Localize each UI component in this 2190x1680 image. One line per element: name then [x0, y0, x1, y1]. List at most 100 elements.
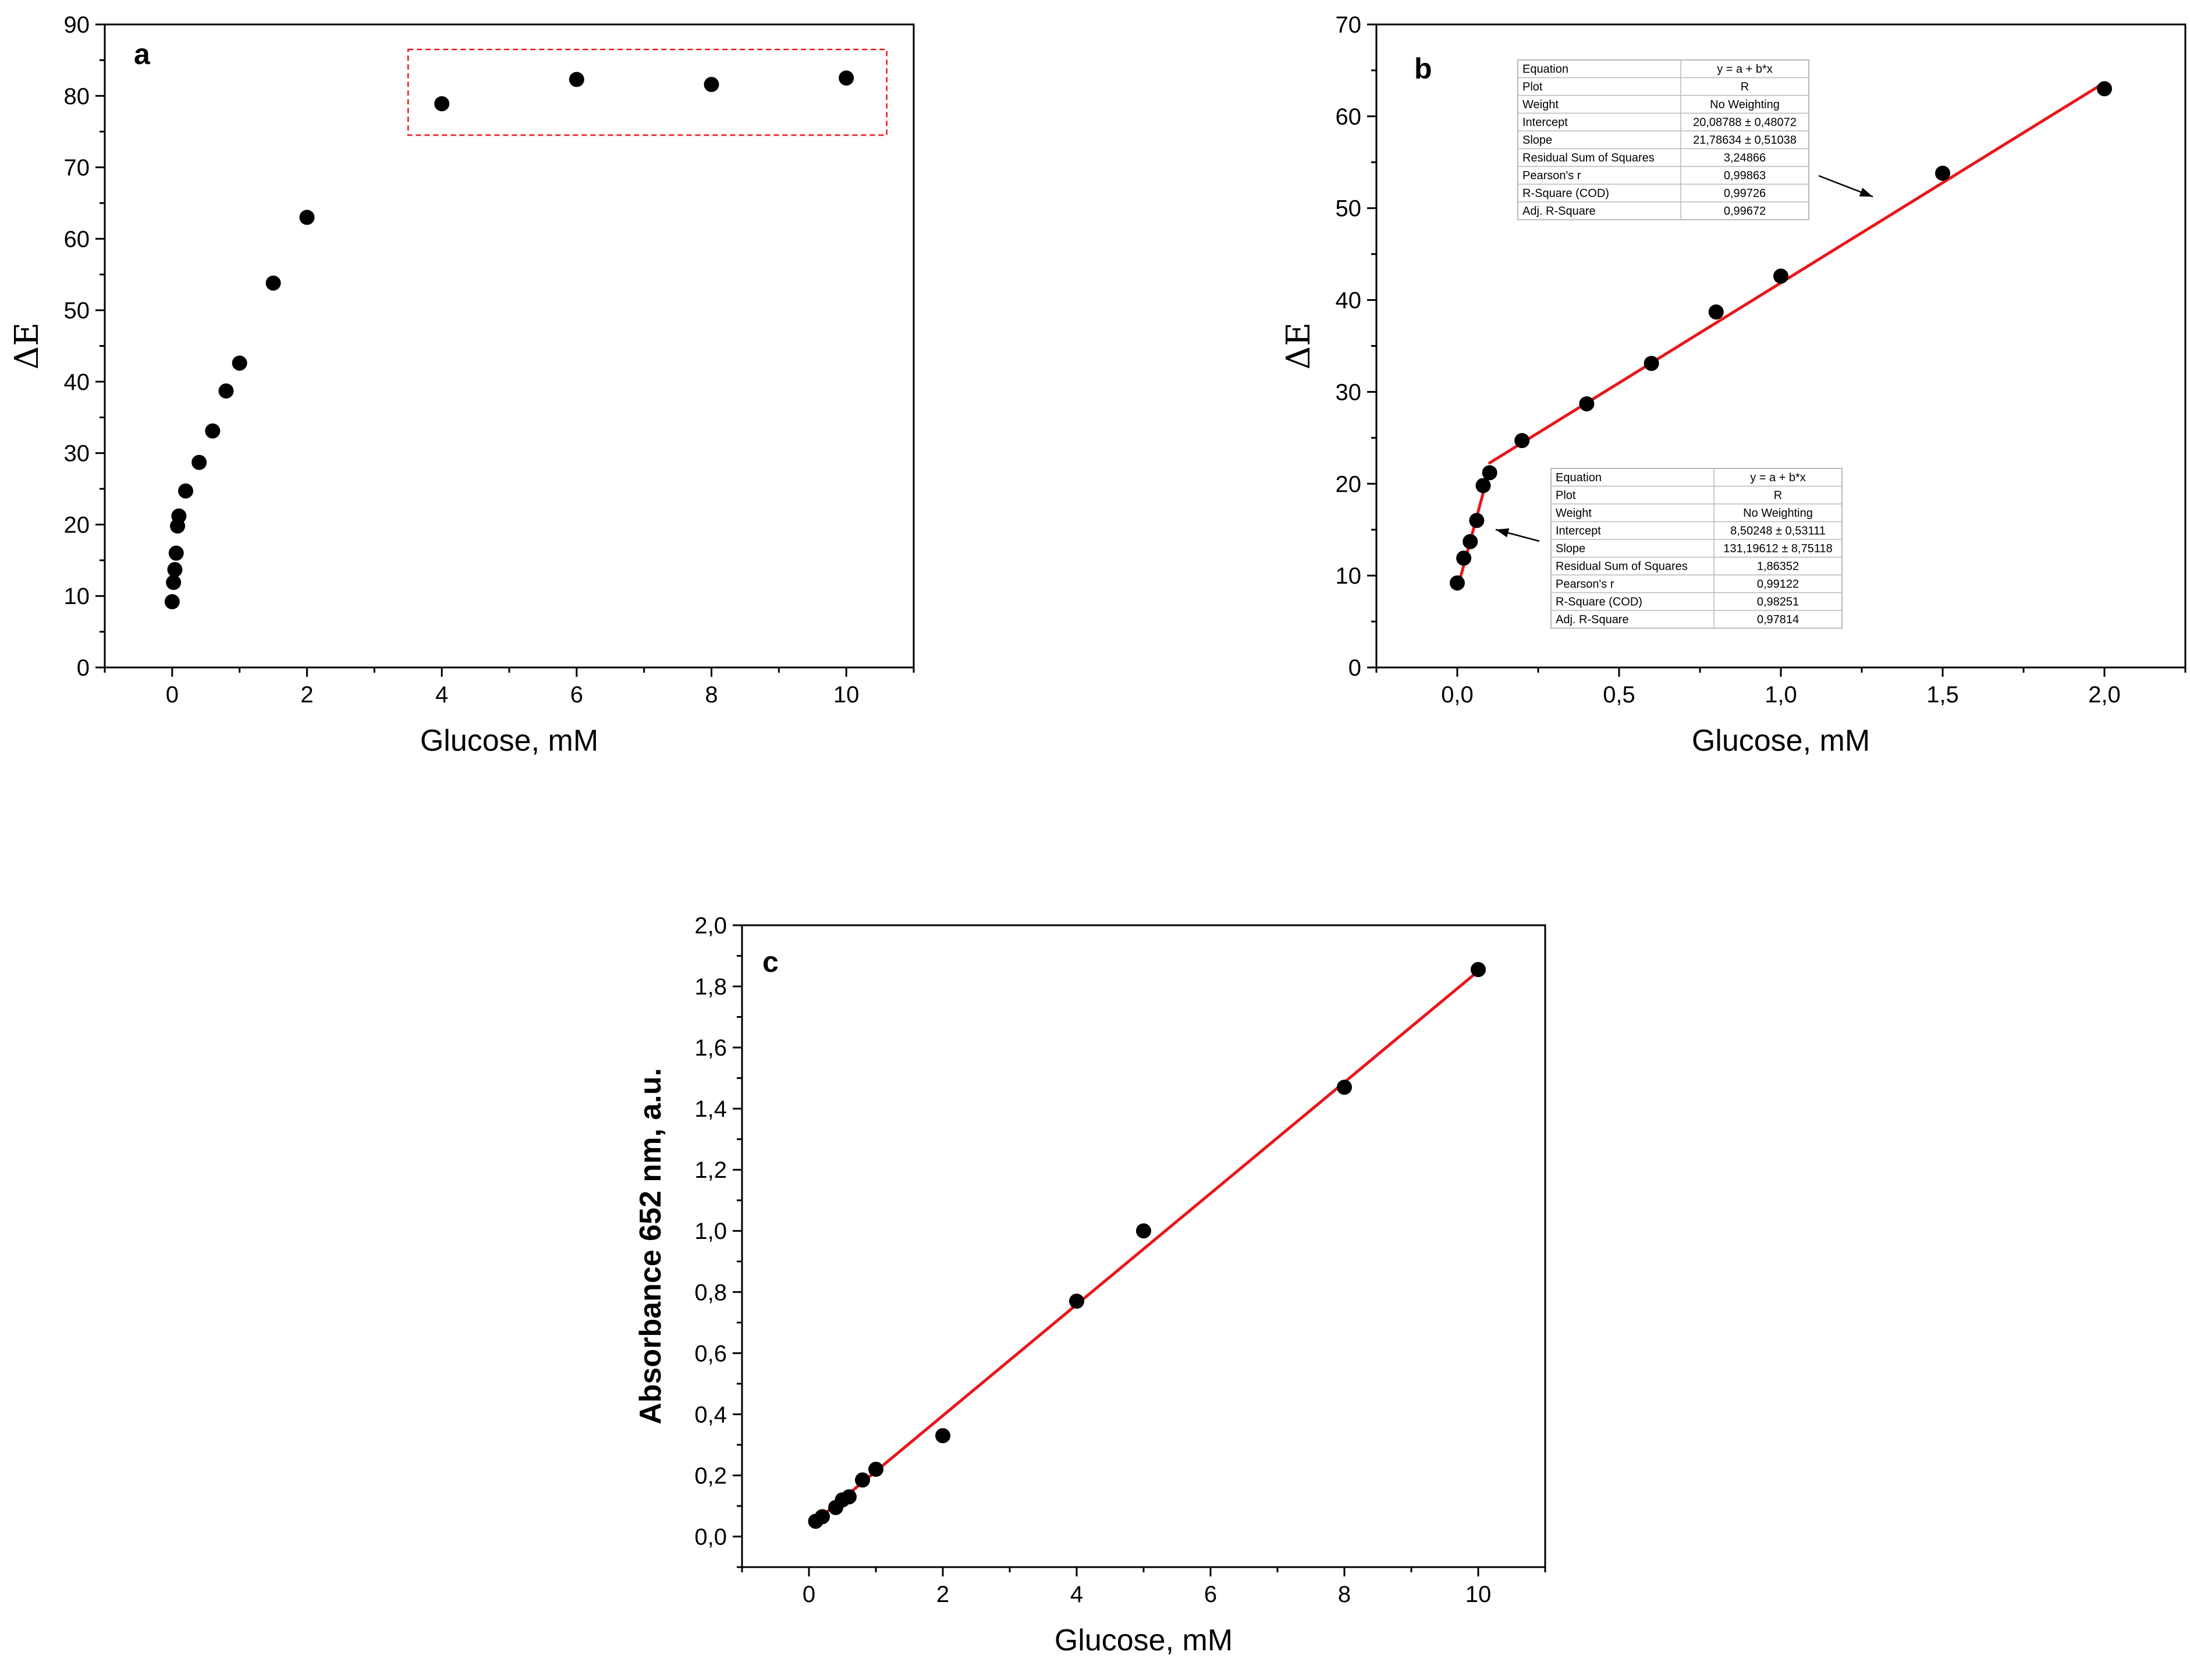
panel-label: a	[134, 38, 151, 70]
data-point	[265, 275, 281, 291]
y-axis-label: Absorbance 652 nm, a.u.	[634, 1068, 668, 1425]
panel-c-chart: 0 2 4 6 8 10 0,0 0,2 0,4 0,6 0,8 1,0 1,2 1,4 1,6 1,8 2,0…	[634, 913, 1546, 1657]
y-tick-label: 50	[1336, 196, 1362, 222]
fit-table-value: No Weighting	[1710, 98, 1780, 111]
data-point	[171, 508, 187, 524]
fit-table-key: Slope	[1556, 542, 1585, 555]
fit-table-key: Slope	[1522, 134, 1552, 147]
plot-frame	[104, 23, 915, 669]
x-tick-label: 4	[1070, 1582, 1083, 1607]
x-tick-label: 0,5	[1603, 682, 1635, 708]
highlight-dashed-box	[407, 48, 888, 136]
panel-label: b	[1414, 52, 1432, 85]
data-point	[569, 72, 584, 87]
data-point	[1463, 534, 1478, 549]
fit-table-key: Residual Sum of Squares	[1556, 560, 1688, 573]
y-tick-label: 90	[64, 12, 90, 38]
fit-table	[1550, 468, 1843, 629]
data-point	[839, 70, 854, 86]
x-tick-label: 8	[705, 682, 718, 708]
x-tick-label: 4	[435, 682, 448, 708]
data-point	[1708, 304, 1724, 320]
fit-table-value: 0,99863	[1724, 169, 1766, 182]
data-point	[434, 96, 450, 112]
fit-table-key: Equation	[1522, 63, 1568, 76]
data-point	[166, 574, 182, 590]
data-point	[1935, 165, 1950, 181]
data-point	[1450, 575, 1465, 591]
fit-table-value: R	[1774, 489, 1782, 502]
fit-table-value: 3,24866	[1724, 152, 1766, 165]
fit-line	[814, 969, 1480, 1523]
y-tick-label: 30	[64, 441, 90, 467]
y-tick-label: 60	[1336, 104, 1362, 130]
y-tick-label: 0,0	[694, 1524, 727, 1550]
x-axis-label: Glucose, mM	[1692, 724, 1870, 758]
fit-table-key: Weight	[1556, 507, 1592, 520]
data-point	[1773, 268, 1788, 284]
x-tick-label: 1,5	[1926, 682, 1959, 708]
data-point	[1069, 1294, 1084, 1309]
data-point	[1579, 396, 1595, 411]
panel-label: c	[762, 946, 779, 978]
fit-table-key: Pearson's r	[1522, 169, 1581, 182]
y-tick-label: 80	[64, 84, 90, 109]
y-tick-label: 20	[1336, 471, 1362, 497]
fit-table	[1517, 59, 1809, 221]
x-tick-label: 0,0	[1441, 682, 1474, 708]
data-point	[1136, 1223, 1151, 1239]
data-point	[1469, 513, 1485, 528]
fit-table-key: Intercept	[1556, 525, 1601, 538]
fit-table-value: 21,78634 ± 0,51038	[1693, 134, 1797, 147]
y-tick-label: 40	[1336, 288, 1362, 314]
y-axis-label: ΔE	[1280, 322, 1318, 370]
x-tick-label: 10	[833, 682, 860, 708]
data-point	[1482, 465, 1497, 481]
fit-table-value: y = a + b*x	[1750, 471, 1806, 484]
arrow-head	[1496, 528, 1510, 538]
x-tick-label: 1,0	[1765, 682, 1797, 708]
y-tick-label: 1,0	[694, 1219, 727, 1244]
fit-table-value: 20,08788 ± 0,48072	[1693, 116, 1797, 129]
data-point	[704, 77, 719, 93]
data-point	[1644, 356, 1659, 371]
y-tick-label: 1,2	[694, 1157, 727, 1183]
data-point	[842, 1489, 857, 1505]
fit-table-key: Residual Sum of Squares	[1522, 152, 1655, 165]
panel-b-chart: 0,0 0,5 1,0 1,5 2,0 0 10 20 30 40 50 60 70 Glucose, m…	[1280, 12, 2187, 758]
fit-table-value: 8,50248 ± 0,53111	[1730, 525, 1826, 538]
fit-table-value: R	[1741, 81, 1749, 94]
x-tick-label: 2,0	[2088, 682, 2121, 708]
y-tick-label: 0,4	[694, 1402, 727, 1427]
data-point	[1337, 1079, 1352, 1095]
data-point	[855, 1472, 870, 1488]
data-point	[815, 1509, 830, 1525]
y-tick-label: 40	[64, 370, 90, 395]
fit-table-value: 0,99672	[1724, 205, 1766, 218]
x-tick-label: 0	[166, 682, 179, 708]
fit-table-value: 131,19612 ± 8,75118	[1723, 542, 1832, 555]
fit-table-value: No Weighting	[1743, 507, 1813, 520]
y-tick-label: 10	[64, 584, 90, 609]
fit-table-key: R-Square (COD)	[1522, 187, 1609, 200]
y-tick-label: 70	[64, 155, 90, 181]
data-point	[167, 562, 183, 577]
fit-table-value: 0,99726	[1724, 187, 1766, 200]
fit-table-key: Adj. R-Square	[1522, 205, 1596, 218]
y-axis-label: ΔE	[8, 322, 46, 370]
fit-table-value: 0,97814	[1757, 613, 1799, 626]
fit-table-value: 1,86352	[1757, 560, 1799, 573]
data-point	[1475, 478, 1491, 493]
x-tick-label: 10	[1465, 1582, 1492, 1607]
x-tick-label: 0	[803, 1582, 815, 1607]
x-tick-label: 6	[570, 682, 583, 708]
x-axis-label: Glucose, mM	[1055, 1624, 1233, 1657]
y-tick-label: 1,6	[694, 1035, 727, 1061]
data-point	[164, 594, 180, 610]
data-point	[1471, 962, 1486, 978]
fit-table-key: Plot	[1522, 81, 1543, 94]
fit-table-key: R-Square (COD)	[1556, 596, 1642, 609]
y-tick-label: 2,0	[694, 913, 727, 939]
y-tick-label: 0,6	[694, 1341, 727, 1366]
